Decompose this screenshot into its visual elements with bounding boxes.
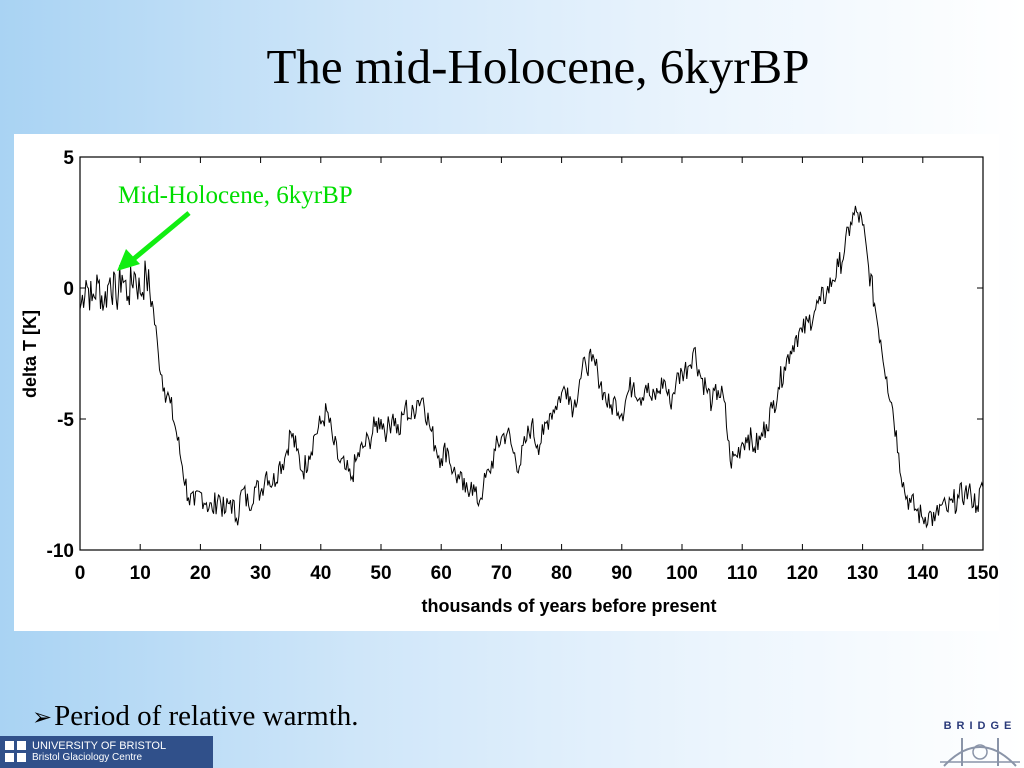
bridge-icon bbox=[940, 738, 1020, 767]
bridge-logo-text: BRIDGE bbox=[943, 720, 1017, 732]
plot-frame bbox=[79, 156, 984, 551]
y-tick-label: -10 bbox=[47, 541, 74, 562]
x-tick-label: 140 bbox=[907, 563, 939, 584]
annotation-arrow bbox=[117, 211, 191, 271]
x-tick-label: 30 bbox=[250, 563, 271, 584]
x-tick-label: 0 bbox=[75, 563, 86, 584]
y-axis-title: delta T [K] bbox=[20, 310, 40, 398]
x-tick-label: 70 bbox=[491, 563, 512, 584]
centre-name: Bristol Glaciology Centre bbox=[32, 752, 143, 763]
y-tick-label: 0 bbox=[63, 279, 74, 300]
arrow-bullet-icon: ➢ bbox=[32, 703, 53, 731]
x-tick-label: 80 bbox=[551, 563, 572, 584]
annotation-label: Mid-Holocene, 6kyrBP bbox=[118, 182, 353, 209]
y-tick-label: 5 bbox=[63, 148, 74, 169]
x-tick-label: 100 bbox=[666, 563, 698, 584]
university-of-bristol-logo: UNIVERSITY OF BRISTOL Bristol Glaciology… bbox=[0, 736, 213, 768]
x-tick-label: 60 bbox=[431, 563, 452, 584]
x-tick-label: 90 bbox=[611, 563, 632, 584]
bridge-logo: BRIDGE bbox=[936, 718, 1024, 768]
x-tick-label: 40 bbox=[310, 563, 331, 584]
x-tick-label: 20 bbox=[190, 563, 211, 584]
x-tick-label: 130 bbox=[847, 563, 879, 584]
x-tick-label: 150 bbox=[967, 563, 999, 584]
crest-icon bbox=[5, 741, 27, 763]
university-name: UNIVERSITY OF BRISTOL bbox=[32, 740, 167, 752]
x-tick-label: 50 bbox=[370, 563, 391, 584]
slide-title: The mid-Holocene, 6kyrBP bbox=[266, 39, 810, 94]
delta-t-series-line bbox=[79, 205, 984, 529]
x-tick-label: 120 bbox=[787, 563, 819, 584]
temperature-chart: 0 10 20 30 40 50 60 70 80 90 100 110 120 130 140 15050-… bbox=[20, 148, 999, 616]
x-axis-title: thousands of years before present bbox=[421, 596, 716, 616]
x-tick-label: 110 bbox=[727, 563, 758, 584]
y-tick-label: -5 bbox=[57, 410, 74, 431]
x-tick-label: 10 bbox=[130, 563, 151, 584]
bullet-point: ➢Period of relative warmth. bbox=[32, 700, 359, 733]
bullet-text: Period of relative warmth. bbox=[54, 700, 359, 732]
chart-panel: 0 10 20 30 40 50 60 70 80 90 100 110 120 130 140 150 5 0-… bbox=[14, 134, 999, 631]
